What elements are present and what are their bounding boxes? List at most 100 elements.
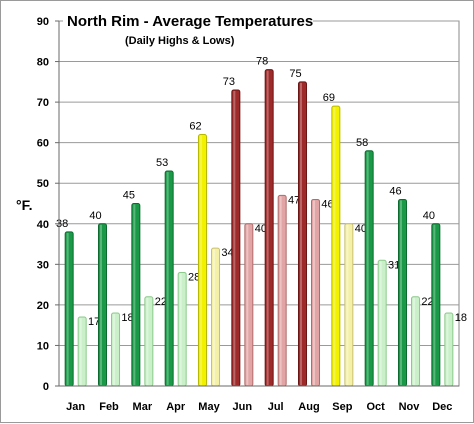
y-tick-label: 50 — [37, 178, 49, 190]
data-label-high: 38 — [56, 218, 68, 230]
bar-low — [344, 223, 354, 387]
plot-area — [58, 20, 460, 387]
bar-low-highlight — [146, 297, 149, 385]
x-tick-label: Mar — [133, 401, 153, 413]
bar-high-highlight — [266, 70, 269, 386]
y-tick-label: 90 — [37, 16, 49, 28]
bar-high-highlight — [233, 90, 236, 385]
bar-high — [264, 69, 274, 387]
data-label-high: 40 — [423, 210, 435, 222]
data-label-high: 46 — [389, 185, 401, 197]
y-axis-label: °F. — [16, 197, 33, 213]
bar-low — [111, 312, 120, 387]
x-tick-label: Jul — [268, 401, 284, 413]
bar-low — [77, 316, 87, 387]
bar-high-highlight — [200, 135, 202, 385]
bar-high-highlight — [133, 204, 136, 385]
data-label-low: 34 — [221, 247, 233, 259]
bar-high-highlight — [366, 151, 369, 385]
bar-high — [231, 89, 241, 387]
bar-high — [198, 134, 207, 387]
bar-low-highlight — [113, 314, 115, 385]
data-label-high: 62 — [189, 121, 201, 133]
bar-low-highlight — [213, 249, 215, 385]
x-tick-label: Dec — [432, 401, 452, 413]
bar-low-highlight — [79, 318, 82, 385]
y-tick-label: 70 — [37, 97, 49, 109]
bar-low — [244, 223, 254, 387]
x-tick-label: Feb — [99, 401, 119, 413]
bar-high-highlight — [300, 82, 302, 385]
y-tick-label: 0 — [43, 381, 49, 393]
bar-low-highlight — [379, 261, 382, 385]
bar-low — [411, 296, 420, 387]
bar-high — [331, 105, 341, 387]
y-tick-label: 30 — [37, 259, 49, 271]
bar-high — [364, 150, 374, 387]
y-tick-label: 80 — [37, 57, 49, 69]
bar-low-highlight — [279, 196, 282, 385]
data-label-high: 78 — [256, 56, 268, 68]
y-tick-label: 40 — [37, 219, 49, 231]
x-tick-label: Aug — [298, 401, 319, 413]
bar-low-highlight — [179, 273, 182, 385]
data-label-high: 73 — [223, 76, 235, 88]
bar-high — [164, 170, 174, 387]
bar-low — [177, 271, 187, 387]
data-label-high: 45 — [123, 190, 135, 202]
x-tick-label: Nov — [399, 401, 421, 413]
bar-high-highlight — [333, 107, 336, 386]
bar-low-highlight — [246, 224, 249, 385]
chart-subtitle: (Daily Highs & Lows) — [125, 35, 235, 47]
bar-high — [298, 81, 307, 387]
bar-low — [377, 259, 387, 387]
data-label-low: 18 — [121, 312, 133, 324]
data-label-low: 40 — [355, 223, 367, 235]
x-tick-label: Jan — [66, 401, 85, 413]
data-label-low: 17 — [88, 316, 100, 328]
bar-low — [277, 194, 287, 387]
data-label-low: 18 — [455, 312, 467, 324]
data-label-low: 31 — [388, 259, 400, 271]
bar-low-highlight — [313, 200, 315, 385]
data-label-low: 28 — [188, 271, 200, 283]
y-tick-label: 60 — [37, 138, 49, 150]
bar-high-highlight — [100, 224, 102, 385]
bar-high-highlight — [66, 232, 69, 385]
bar-high-highlight — [400, 200, 402, 385]
x-tick-label: May — [198, 401, 220, 413]
x-tick-label: Sep — [332, 401, 352, 413]
bar-low-highlight — [413, 297, 415, 385]
data-label-high: 53 — [156, 157, 168, 169]
chart-title: North Rim - Average Temperatures — [67, 13, 314, 30]
data-label-low: 22 — [421, 296, 433, 308]
data-label-low: 22 — [155, 296, 167, 308]
bar-low — [144, 296, 154, 387]
data-label-low: 40 — [255, 223, 267, 235]
bar-low — [211, 247, 220, 387]
x-tick-label: Jun — [233, 401, 253, 413]
y-tick-label: 10 — [37, 340, 49, 352]
title-box — [63, 11, 313, 51]
data-label-high: 58 — [356, 137, 368, 149]
bar-high — [131, 203, 141, 387]
bar-high-highlight — [433, 224, 436, 385]
bar-low-highlight — [346, 224, 349, 385]
bar-low — [311, 198, 320, 387]
bar-high — [398, 198, 407, 387]
bar-high-highlight — [166, 172, 169, 385]
x-tick-label: Oct — [366, 401, 385, 413]
bar-high — [98, 223, 107, 387]
data-label-high: 40 — [89, 210, 101, 222]
y-tick-label: 20 — [37, 300, 49, 312]
bar-high — [64, 231, 74, 387]
data-label-low: 47 — [288, 194, 300, 206]
bar-low — [444, 312, 454, 387]
data-label-high: 69 — [323, 92, 335, 104]
data-label-high: 75 — [289, 68, 301, 80]
data-label-low: 46 — [321, 198, 333, 210]
bar-high — [431, 223, 441, 387]
bar-low-highlight — [446, 314, 449, 385]
